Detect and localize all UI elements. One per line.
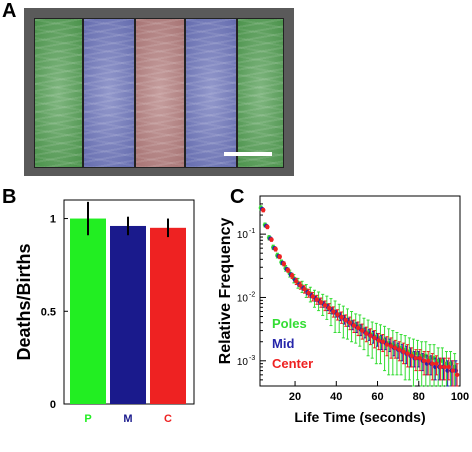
region-poles-left xyxy=(34,18,83,168)
bar-c xyxy=(150,227,186,404)
legend-mid: Mid xyxy=(272,336,294,351)
data-point xyxy=(421,358,427,363)
deaths-births-bar-chart: 0 0.5 1 Deaths/Births P M C xyxy=(14,199,195,425)
data-point xyxy=(446,364,452,370)
data-point xyxy=(401,349,406,354)
data-point xyxy=(306,290,311,296)
data-point xyxy=(417,355,423,361)
data-point xyxy=(285,267,291,273)
x-tick-label: 40 xyxy=(330,391,342,403)
y-tick-exponent: -2 xyxy=(249,291,255,298)
scale-bar xyxy=(224,152,272,156)
category-label-m: M xyxy=(123,413,132,425)
data-point xyxy=(360,328,365,333)
spindle-micrograph xyxy=(24,8,294,176)
data-point xyxy=(364,331,369,336)
legend-poles: Poles xyxy=(272,316,307,331)
data-point xyxy=(343,317,348,323)
x-tick-label: 100 xyxy=(451,391,469,403)
data-point xyxy=(442,364,447,370)
data-point xyxy=(393,345,398,351)
region-mid-left xyxy=(83,18,135,168)
data-point xyxy=(318,300,324,305)
data-point xyxy=(335,312,340,317)
data-point xyxy=(281,261,287,267)
data-point xyxy=(434,361,439,366)
data-point xyxy=(430,361,435,366)
region-center xyxy=(135,18,185,168)
x-tick-label: 80 xyxy=(413,391,425,403)
data-point xyxy=(314,297,320,302)
data-point xyxy=(372,335,377,341)
panel-label-b: B xyxy=(2,186,17,208)
bar-m xyxy=(110,225,146,404)
y-tick-label: 0 xyxy=(50,399,56,411)
panel-label-a: A xyxy=(2,0,17,22)
data-point xyxy=(302,287,307,292)
data-point xyxy=(327,305,332,311)
data-point xyxy=(265,224,270,230)
y-tick-exponent: -3 xyxy=(249,355,255,362)
data-point xyxy=(376,338,381,343)
data-point xyxy=(273,246,278,252)
region-mid-right xyxy=(185,18,237,168)
data-point xyxy=(294,279,299,284)
data-point xyxy=(397,347,402,352)
data-point xyxy=(298,283,303,288)
data-point xyxy=(384,342,390,347)
data-point xyxy=(450,368,456,373)
x-tick-label: 20 xyxy=(289,391,301,403)
y-tick-label: 1 xyxy=(50,214,56,226)
data-point xyxy=(322,303,328,308)
data-point xyxy=(339,314,344,320)
category-label-c: C xyxy=(164,413,172,425)
y-axis-label: Deaths/Births xyxy=(14,243,34,360)
data-point xyxy=(409,353,414,358)
y-tick-label: 10 xyxy=(237,230,249,241)
data-point xyxy=(289,273,295,278)
series-center xyxy=(261,207,460,387)
legend-center: Center xyxy=(272,356,313,371)
data-point xyxy=(405,351,410,356)
data-point xyxy=(310,294,315,299)
y-tick-label: 0.5 xyxy=(41,306,56,318)
data-point xyxy=(454,372,460,378)
data-point xyxy=(351,323,357,328)
bar-p xyxy=(70,218,106,404)
x-tick-label: 60 xyxy=(371,391,383,403)
panel-label-c: C xyxy=(230,186,245,208)
category-label-p: P xyxy=(84,413,91,425)
y-tick-exponent: -1 xyxy=(249,228,255,235)
y-axis-label: Relative Frequency xyxy=(217,218,234,365)
data-point xyxy=(347,320,353,325)
data-point xyxy=(269,237,274,242)
data-point xyxy=(277,254,282,259)
data-point xyxy=(413,355,419,361)
data-point xyxy=(261,207,266,213)
data-point xyxy=(368,333,373,338)
data-point xyxy=(426,358,431,363)
data-point xyxy=(380,339,386,344)
x-axis-label: Life Time (seconds) xyxy=(294,409,425,425)
data-point xyxy=(331,309,336,314)
data-point xyxy=(355,325,361,331)
y-tick-label: 10 xyxy=(237,293,249,304)
region-poles-right xyxy=(237,18,284,168)
y-tick-label: 10 xyxy=(237,357,249,368)
data-point xyxy=(438,364,443,370)
micrograph-regions xyxy=(34,18,284,168)
data-point xyxy=(388,344,394,349)
